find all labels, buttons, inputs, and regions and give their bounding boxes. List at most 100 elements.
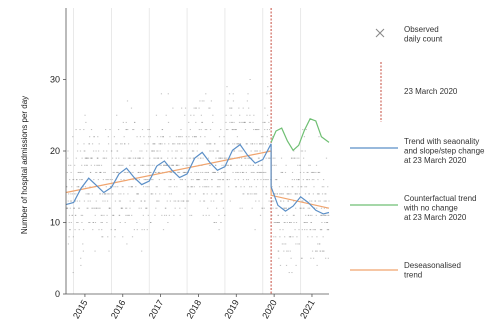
observed-point [80,179,83,181]
observed-point [126,171,128,173]
observed-point [206,193,208,195]
observed-point [184,107,187,109]
observed-point [198,107,200,109]
observed-point [117,129,120,131]
observed-point [101,193,104,195]
observed-point [150,193,153,195]
observed-point [285,164,287,166]
observed-point [90,164,92,166]
observed-point [306,229,308,231]
observed-point [249,186,251,188]
observed-point [267,150,269,152]
observed-point [121,143,123,145]
observed-point [185,136,188,138]
observed-point [203,100,205,102]
observed-point [274,179,277,181]
observed-point [316,250,318,252]
observed-point [239,207,241,209]
observed-point [145,179,147,181]
observed-point [74,229,76,231]
observed-point [181,107,183,109]
observed-point [252,164,255,166]
observed-point [282,207,284,209]
observed-point [167,222,169,223]
observed-point [230,164,232,166]
observed-point [191,214,193,216]
observed-point [238,157,240,159]
observed-point [316,207,318,209]
observed-point [250,143,252,145]
observed-point [307,207,309,209]
observed-point [275,222,277,223]
observed-point [213,171,215,173]
observed-point [189,193,191,195]
observed-point [153,157,155,159]
observed-point [172,143,174,145]
observed-point [149,136,152,138]
observed-point [225,129,228,131]
observed-point [315,214,317,216]
observed-point [257,171,259,173]
observed-point [266,129,268,131]
observed-point [179,143,181,145]
observed-point [271,136,274,138]
observed-point [211,171,214,173]
x-tick-label: 2019 [222,298,241,320]
observed-point [177,200,179,202]
observed-point [99,207,101,209]
y-tick-label: 0 [55,289,60,299]
observed-point [186,171,188,173]
observed-point [76,150,79,152]
observed-point [243,157,246,159]
observed-point [299,171,302,173]
observed-point [179,179,181,181]
observed-point [234,129,237,131]
observed-point [84,186,87,188]
observed-point [74,164,76,166]
observed-point [253,129,255,131]
observed-point [268,121,270,123]
observed-point [255,129,257,131]
observed-point [224,157,226,159]
observed-point [97,179,99,181]
observed-point [126,214,128,216]
observed-point [293,214,295,216]
observed-point [268,143,270,145]
observed-point [194,193,196,195]
observed-point [254,150,256,152]
observed-point [274,157,276,159]
observed-point [147,164,150,166]
observed-point [250,171,252,173]
observed-point [191,186,193,188]
observed-point [297,243,299,245]
observed-point [151,164,153,166]
observed-point [176,164,179,166]
observed-point [85,121,87,123]
observed-point [318,136,320,138]
observed-point [161,143,163,145]
observed-point [324,214,326,216]
observed-point [88,222,90,223]
observed-point [91,207,93,209]
observed-point [322,250,324,252]
observed-point [227,100,229,102]
observed-point [170,179,172,181]
observed-point [241,150,243,152]
observed-point [80,264,82,266]
observed-point [105,179,107,181]
observed-point [265,157,267,159]
observed-point [269,129,271,131]
observed-point [95,171,97,173]
observed-point [172,143,174,145]
observed-point [320,207,323,209]
observed-point [275,207,277,209]
observed-point [168,186,170,188]
observed-point [116,143,118,145]
observed-point [82,250,84,252]
observed-point [97,150,100,152]
observed-point [261,164,263,166]
observed-point [149,171,151,173]
observed-point [316,193,319,195]
observed-point [249,193,251,195]
observed-point [90,129,93,131]
